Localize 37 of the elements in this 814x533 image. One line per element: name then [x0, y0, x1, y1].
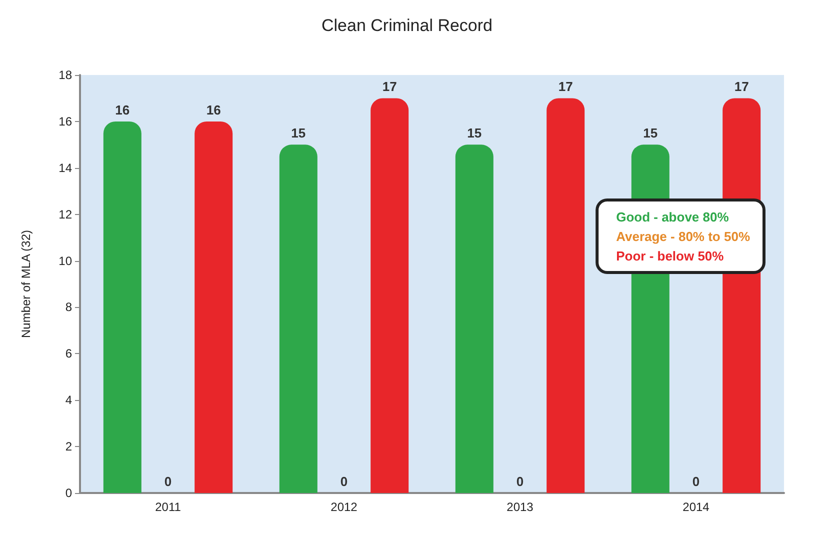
series-label: Poor - below 50% [616, 248, 724, 264]
y-tick-label: 12 [58, 207, 72, 222]
x-tick-label: 2014 [682, 500, 710, 514]
y-axis-title: Number of MLA (32) [19, 230, 33, 338]
y-tick-label: 8 [65, 300, 72, 314]
data-label: 0 [692, 474, 700, 489]
series-label: Good - above 80% [616, 210, 730, 224]
legend-label: Average - 80% to 50% [616, 229, 750, 244]
y-tick-label: 6 [65, 346, 72, 361]
data-label: 15 [467, 126, 482, 141]
data-label: 0 [164, 474, 172, 489]
bar [279, 144, 318, 493]
y-tick-label: 18 [58, 68, 72, 82]
y-tick-label: 16 [58, 114, 72, 128]
data-label: 17 [734, 79, 749, 94]
bar [370, 98, 409, 493]
bar [103, 121, 142, 493]
data-label: 15 [643, 126, 658, 141]
bar [455, 144, 494, 493]
data-label: 16 [115, 102, 130, 118]
chart-title: Clean Criminal Record [321, 16, 493, 35]
y-tick-label: 14 [58, 160, 72, 175]
x-tick-label: 2013 [506, 500, 534, 514]
y-tick-label: 4 [65, 393, 72, 408]
data-label: 0 [516, 474, 524, 489]
bar [194, 121, 233, 493]
x-tick-label: 2011 [155, 500, 182, 514]
y-tick-label: 2 [65, 440, 72, 454]
x-tick-label: 2012 [330, 500, 358, 514]
y-tick-label: 10 [58, 254, 72, 268]
bar [546, 98, 585, 493]
data-label: 0 [340, 474, 348, 489]
data-label: 17 [382, 79, 397, 94]
data-label: 16 [206, 102, 221, 118]
data-label: 17 [558, 79, 573, 94]
y-tick-label: 0 [65, 486, 72, 500]
data-label: 15 [291, 126, 306, 141]
